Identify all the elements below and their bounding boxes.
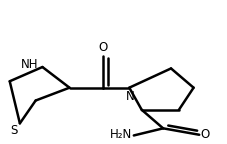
- Text: S: S: [10, 124, 18, 137]
- Text: O: O: [99, 41, 108, 54]
- Text: NH: NH: [21, 58, 39, 71]
- Text: N: N: [126, 90, 135, 103]
- Text: H₂N: H₂N: [110, 128, 133, 141]
- Text: O: O: [200, 128, 210, 141]
